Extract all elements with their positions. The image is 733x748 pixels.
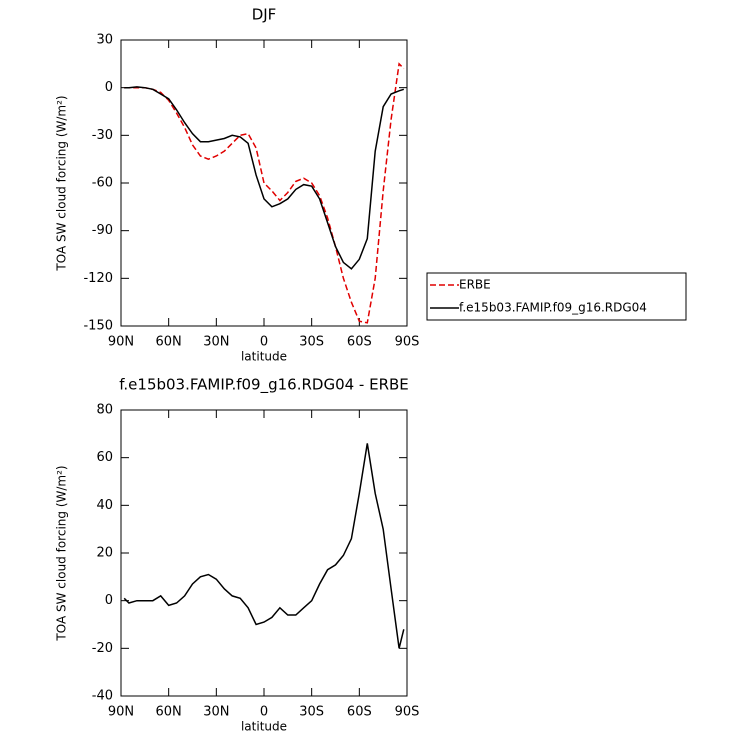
y-tick-label: 30 (96, 33, 113, 48)
chart-title: f.e15b03.FAMIP.f09_g16.RDG04 - ERBE (119, 376, 409, 395)
x-tick-label: 30N (203, 705, 229, 720)
x-tick-label: 90S (395, 705, 420, 720)
x-tick-label: 90S (395, 335, 420, 350)
data-line (123, 443, 405, 649)
x-tick-label: 30S (299, 705, 324, 720)
x-tick-label: 60S (347, 705, 372, 720)
x-tick-label: 30N (203, 335, 229, 350)
y-axis-label: TOA SW cloud forcing (W/m²) (55, 95, 69, 271)
x-tick-label: 0 (260, 335, 268, 350)
y-tick-label: 40 (96, 498, 113, 513)
y-tick-label: 20 (96, 546, 113, 561)
y-tick-label: -150 (83, 319, 113, 334)
legend-box (426, 272, 687, 321)
legend-label: f.e15b03.FAMIP.f09_g16.RDG04 (459, 301, 647, 315)
x-tick-label: 60N (156, 705, 182, 720)
x-axis-label: latitude (241, 720, 287, 734)
x-tick-label: 60N (156, 335, 182, 350)
plot-frame (120, 39, 408, 327)
y-tick-label: 0 (105, 80, 113, 95)
data-line (124, 62, 405, 324)
x-tick-label: 90N (108, 335, 134, 350)
y-axis-label: TOA SW cloud forcing (W/m²) (55, 465, 69, 641)
chart-title: DJF (252, 6, 277, 24)
data-line (124, 86, 405, 270)
x-tick-label: 90N (108, 705, 134, 720)
y-tick-label: -120 (83, 271, 113, 286)
y-tick-label: 0 (105, 593, 113, 608)
y-tick-label: -40 (92, 689, 113, 704)
y-tick-label: 80 (96, 403, 113, 418)
y-tick-label: -60 (92, 176, 113, 191)
y-tick-label: 60 (96, 450, 113, 465)
x-tick-label: 30S (299, 335, 324, 350)
plot-frame (120, 409, 408, 697)
x-axis-label: latitude (241, 350, 287, 364)
y-tick-label: -30 (92, 128, 113, 143)
x-tick-label: 60S (347, 335, 372, 350)
legend-label: ERBE (459, 278, 491, 292)
y-tick-label: -90 (92, 223, 113, 238)
x-tick-label: 0 (260, 705, 268, 720)
y-tick-label: -20 (92, 641, 113, 656)
